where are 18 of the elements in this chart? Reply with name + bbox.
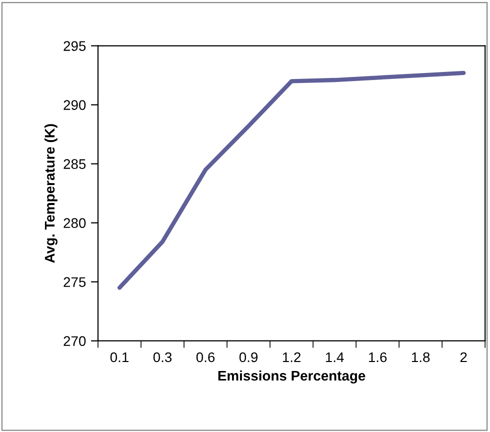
y-tick-label: 295 — [64, 41, 86, 51]
x-tick-label: 1.8 — [412, 352, 430, 362]
line-series — [117, 70, 466, 290]
y-tick-label: 290 — [64, 100, 86, 110]
x-tick-label: 1.6 — [368, 352, 387, 362]
x-tick-label: 0.6 — [196, 352, 215, 362]
x-tick-label: 0.3 — [153, 352, 172, 362]
y-tick-label: 280 — [64, 218, 86, 228]
y-tick-label: 275 — [64, 277, 86, 288]
x-tick-label: 0.1 — [110, 352, 128, 362]
x-tick-label: 1.4 — [326, 352, 344, 362]
x-tick-label: 1.2 — [282, 352, 301, 362]
x-tick-label: 2 — [460, 352, 467, 362]
y-tick-label: 270 — [64, 336, 86, 346]
y-axis-title: Avg. Temperature (K) — [44, 124, 58, 263]
y-tick-label: 285 — [64, 159, 86, 169]
x-axis-title: Emissions Percentage — [218, 370, 366, 384]
x-tick-label: 0.9 — [239, 352, 258, 362]
